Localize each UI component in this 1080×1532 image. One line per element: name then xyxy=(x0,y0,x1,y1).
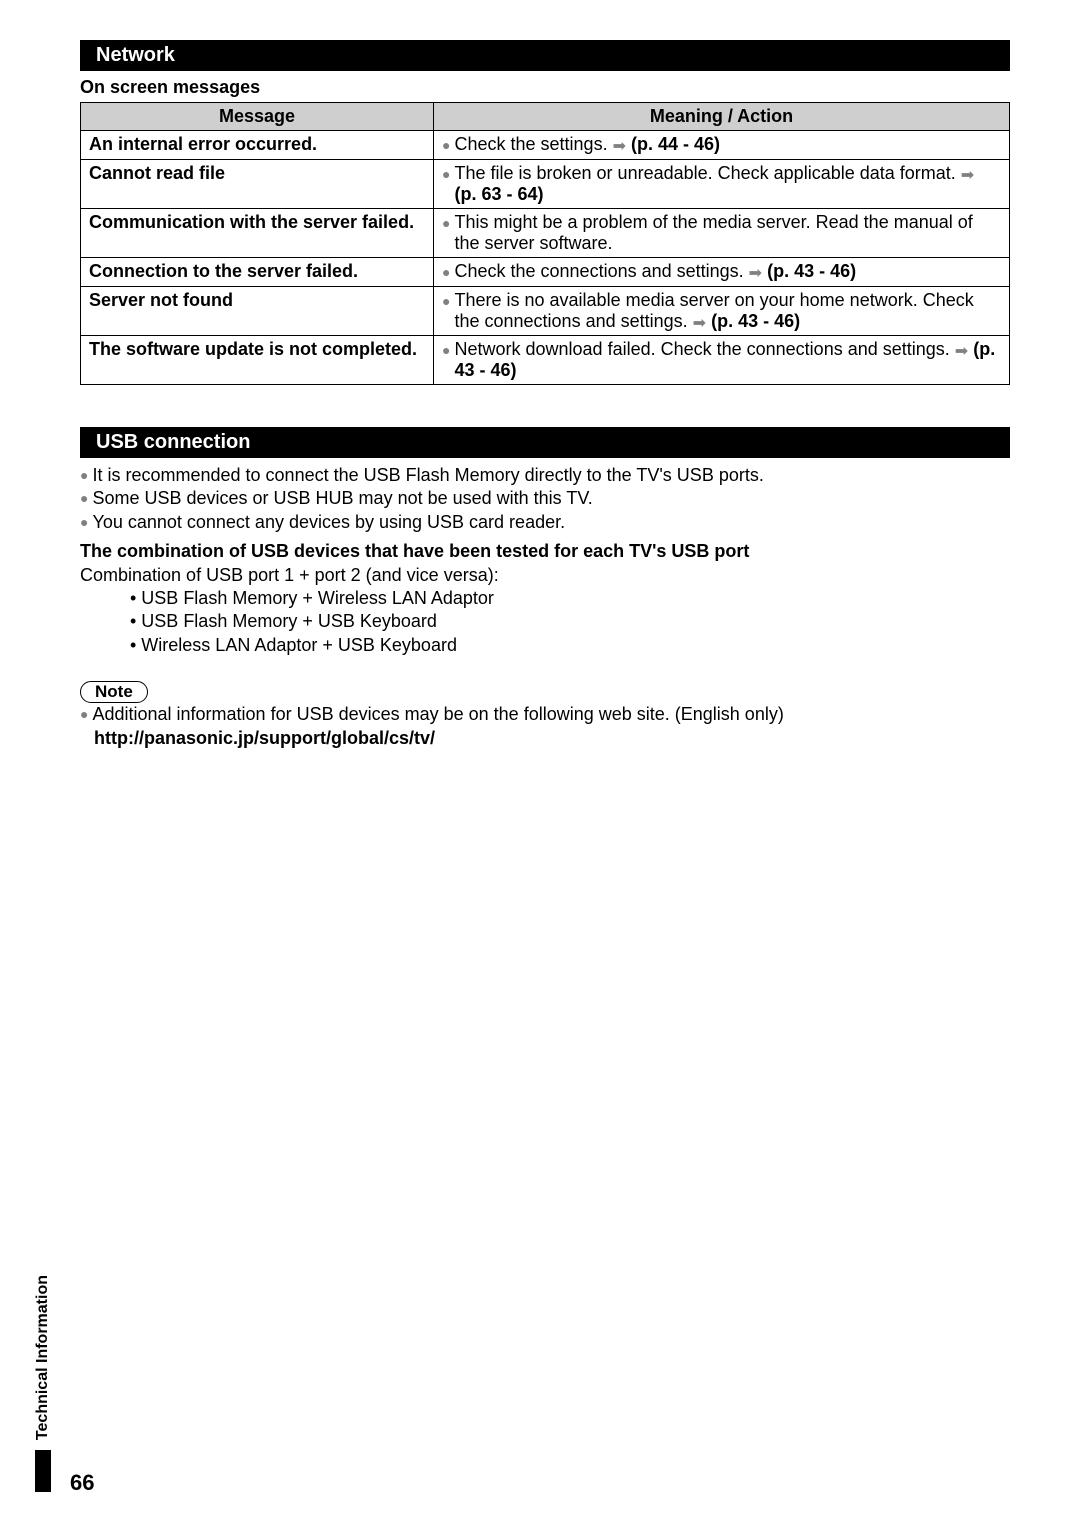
usb-combo-heading: The combination of USB devices that have… xyxy=(80,540,1010,563)
action-text: Check the connections and settings. ➡ (p… xyxy=(454,261,856,282)
table-cell-action: ●There is no available media server on y… xyxy=(434,287,1010,336)
note-url: http://panasonic.jp/support/global/cs/tv… xyxy=(80,727,1010,750)
bullet-icon: ● xyxy=(80,487,88,509)
table-cell-action: ●Check the connections and settings. ➡ (… xyxy=(434,258,1010,287)
page-ref: (p. 63 - 64) xyxy=(454,184,543,204)
table-cell-message: The software update is not completed. xyxy=(81,336,434,385)
table-cell-action: ●Network download failed. Check the conn… xyxy=(434,336,1010,385)
action-text: There is no available media server on yo… xyxy=(454,290,1001,332)
table-row: An internal error occurred.●Check the se… xyxy=(81,131,1010,160)
page-ref: (p. 43 - 46) xyxy=(454,339,995,380)
usb-bullet-text: It is recommended to connect the USB Fla… xyxy=(92,464,763,487)
usb-bullet-text: You cannot connect any devices by using … xyxy=(92,511,565,534)
bullet-icon: ● xyxy=(442,212,450,234)
list-item: • USB Flash Memory + USB Keyboard xyxy=(80,610,1010,633)
page-ref: (p. 43 - 46) xyxy=(711,311,800,331)
on-screen-messages-heading: On screen messages xyxy=(80,77,1010,98)
table-cell-action: ●Check the settings. ➡ (p. 44 - 46) xyxy=(434,131,1010,160)
note-label: Note xyxy=(80,681,148,703)
bullet-icon: ● xyxy=(442,134,450,156)
table-cell-action: ●The file is broken or unreadable. Check… xyxy=(434,160,1010,209)
table-header-message: Message xyxy=(81,103,434,131)
note-text: Additional information for USB devices m… xyxy=(92,703,783,726)
table-cell-action: ●This might be a problem of the media se… xyxy=(434,209,1010,258)
arrow-icon: ➡ xyxy=(693,313,706,333)
page-ref: (p. 44 - 46) xyxy=(631,134,720,154)
table-row: Connection to the server failed.●Check t… xyxy=(81,258,1010,287)
table-row: Communication with the server failed.●Th… xyxy=(81,209,1010,258)
list-item: ●It is recommended to connect the USB Fl… xyxy=(80,464,1010,487)
arrow-icon: ➡ xyxy=(961,165,974,185)
action-text: Check the settings. ➡ (p. 44 - 46) xyxy=(454,134,720,155)
arrow-icon: ➡ xyxy=(613,136,626,156)
table-row: The software update is not completed.●Ne… xyxy=(81,336,1010,385)
table-header-action: Meaning / Action xyxy=(434,103,1010,131)
side-tab-bar xyxy=(35,1450,51,1492)
table-cell-message: Cannot read file xyxy=(81,160,434,209)
action-text: This might be a problem of the media ser… xyxy=(454,212,1001,254)
side-tab: Technical Information xyxy=(34,1275,52,1492)
list-item: • Wireless LAN Adaptor + USB Keyboard xyxy=(80,634,1010,657)
bullet-icon: ● xyxy=(442,290,450,312)
usb-bullet-text: Some USB devices or USB HUB may not be u… xyxy=(92,487,592,510)
list-item: • USB Flash Memory + Wireless LAN Adapto… xyxy=(80,587,1010,610)
side-tab-label: Technical Information xyxy=(34,1275,52,1440)
table-row: Server not found●There is no available m… xyxy=(81,287,1010,336)
page-number: 66 xyxy=(70,1470,94,1496)
action-text: Network download failed. Check the conne… xyxy=(454,339,1001,381)
table-cell-message: Server not found xyxy=(81,287,434,336)
usb-section-header: USB connection xyxy=(80,427,1010,458)
table-cell-message: Communication with the server failed. xyxy=(81,209,434,258)
table-cell-message: An internal error occurred. xyxy=(81,131,434,160)
action-text: The file is broken or unreadable. Check … xyxy=(454,163,1001,205)
bullet-icon: ● xyxy=(442,261,450,283)
table-row: Cannot read file●The file is broken or u… xyxy=(81,160,1010,209)
list-item: ●You cannot connect any devices by using… xyxy=(80,511,1010,534)
table-cell-message: Connection to the server failed. xyxy=(81,258,434,287)
bullet-icon: ● xyxy=(442,339,450,361)
network-messages-table: Message Meaning / Action An internal err… xyxy=(80,102,1010,385)
bullet-icon: ● xyxy=(80,703,88,725)
network-section-header: Network xyxy=(80,40,1010,71)
usb-combo-intro: Combination of USB port 1 + port 2 (and … xyxy=(80,564,1010,587)
arrow-icon: ➡ xyxy=(955,341,968,361)
arrow-icon: ➡ xyxy=(749,263,762,283)
bullet-icon: ● xyxy=(442,163,450,185)
page-ref: (p. 43 - 46) xyxy=(767,261,856,281)
bullet-icon: ● xyxy=(80,511,88,533)
list-item: ●Some USB devices or USB HUB may not be … xyxy=(80,487,1010,510)
bullet-icon: ● xyxy=(80,464,88,486)
